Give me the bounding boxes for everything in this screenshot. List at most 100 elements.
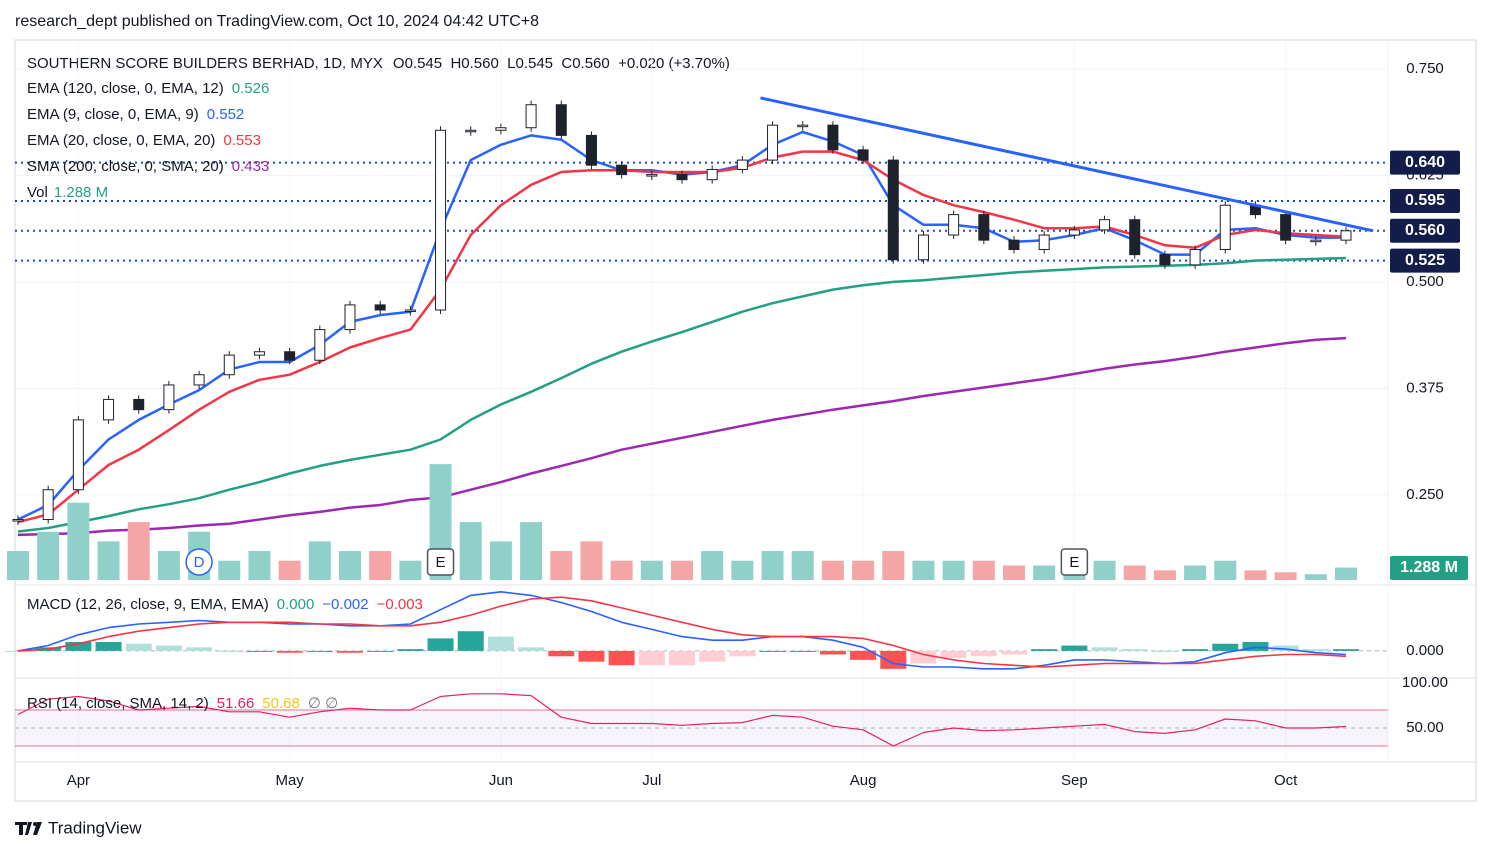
volume-bar [157, 551, 180, 580]
histogram-bar [578, 650, 605, 662]
histogram-bar [729, 650, 756, 657]
legend-entry: RSI (14, close, SMA, 14, 2) 51.66 50.68 ∅ ∅ [27, 695, 338, 712]
volume-bar [1093, 560, 1116, 580]
candle [374, 304, 386, 311]
candle [887, 159, 899, 261]
volume-bar [1274, 572, 1297, 580]
histogram-bar [186, 647, 213, 651]
legend-entry: EMA (20, close, 0, EMA, 20) 0.553 [27, 132, 261, 149]
legend-entry: SMA (200, close, 0, SMA, 20) 0.433 [27, 158, 269, 175]
histogram-bar [397, 649, 424, 651]
y-tick-label: 100.00 [1402, 674, 1448, 691]
candle [163, 384, 175, 411]
legend-value: ∅ ∅ [308, 695, 338, 712]
candle [827, 124, 839, 151]
brand-logo [15, 822, 42, 835]
level-tag [1390, 218, 1460, 243]
level-tag [1390, 150, 1460, 175]
volume-bar [821, 560, 844, 580]
histogram-bar [638, 650, 665, 666]
volume-bar [459, 522, 482, 580]
volume-bar [580, 541, 603, 580]
candle [1159, 254, 1171, 266]
candle [1219, 204, 1231, 251]
indicator-line [17, 256, 1347, 533]
y-tick-label: 50.00 [1406, 719, 1444, 736]
level-label: 0.525 [1405, 252, 1445, 269]
histogram-bar [155, 645, 182, 651]
candle [525, 104, 537, 129]
candle [1068, 229, 1080, 236]
histogram-bar [1001, 650, 1027, 655]
histogram-bar [367, 650, 394, 652]
x-tick-label: Sep [1061, 772, 1088, 789]
marker-label: D [194, 554, 205, 571]
candle [857, 149, 869, 161]
candle [948, 214, 960, 236]
publisher: research_dept published on TradingView.c… [15, 13, 539, 30]
volume-bar [248, 551, 271, 580]
earnings-marker [426, 548, 455, 576]
histogram-bar [65, 641, 92, 651]
volume-bar [489, 541, 512, 580]
candle [1280, 214, 1292, 241]
volume-bar [67, 502, 90, 580]
volume-bar [218, 560, 241, 580]
rsi-line [17, 693, 1347, 747]
histogram-bar [789, 650, 816, 652]
volume-bar [7, 551, 29, 580]
volume-bar [701, 551, 724, 580]
candle [1310, 239, 1322, 243]
volume-bar [1244, 570, 1267, 580]
histogram-bar [1091, 647, 1118, 651]
candle [284, 351, 296, 361]
histogram-bar [125, 643, 152, 651]
candle [223, 354, 235, 376]
volume-tag [1390, 556, 1468, 580]
histogram-bar [487, 636, 514, 651]
level-tag [1390, 248, 1460, 273]
volume-bar [1214, 560, 1237, 580]
volume-bar [369, 551, 392, 580]
histogram-bar [819, 650, 846, 655]
y-tick-label: 0.250 [1406, 486, 1444, 503]
volume-bar [640, 560, 663, 580]
brand: TradingView [48, 818, 142, 837]
volume-bar [399, 560, 422, 580]
histogram-bar [1121, 649, 1148, 651]
candle [103, 398, 115, 421]
legend-name: EMA (120, close, 0, EMA, 12) [27, 80, 224, 97]
candle [676, 174, 688, 181]
candle [435, 129, 447, 311]
volume-bar [852, 560, 875, 580]
macd-line [17, 596, 1347, 668]
y-tick-label: 0.750 [1406, 60, 1444, 77]
candle [465, 129, 477, 133]
histogram-bar [548, 650, 575, 657]
volume-tag-label: 1.288 M [1400, 559, 1458, 576]
volume-bar [1003, 565, 1025, 580]
volume-bar [972, 560, 995, 580]
y-tick-label: 0.000 [1406, 642, 1444, 659]
candle [706, 168, 718, 181]
legend-entry: MACD (12, 26, close, 9, EMA, EMA) 0.000 −0… [27, 596, 423, 613]
candle [253, 351, 265, 356]
legend-value: −0.002 [322, 596, 368, 613]
candle [72, 419, 84, 491]
volume-bar [550, 551, 573, 580]
histogram-bar [306, 650, 333, 652]
histogram-bar [699, 650, 726, 662]
histogram-bar [337, 650, 363, 653]
x-tick-label: Aug [850, 772, 877, 789]
candle [12, 519, 24, 522]
histogram-bar [1061, 645, 1088, 651]
candle [1129, 219, 1141, 256]
x-tick-label: May [275, 772, 304, 789]
ohlc: O0.545 H0.560 L0.545 C0.560 +0.020 (+3.7… [393, 55, 730, 72]
volume-bar [1184, 565, 1207, 580]
legend-name: MACD (12, 26, close, 9, EMA, EMA) [27, 596, 269, 613]
histogram-bar [1182, 649, 1209, 651]
histogram-bar [1242, 641, 1269, 651]
